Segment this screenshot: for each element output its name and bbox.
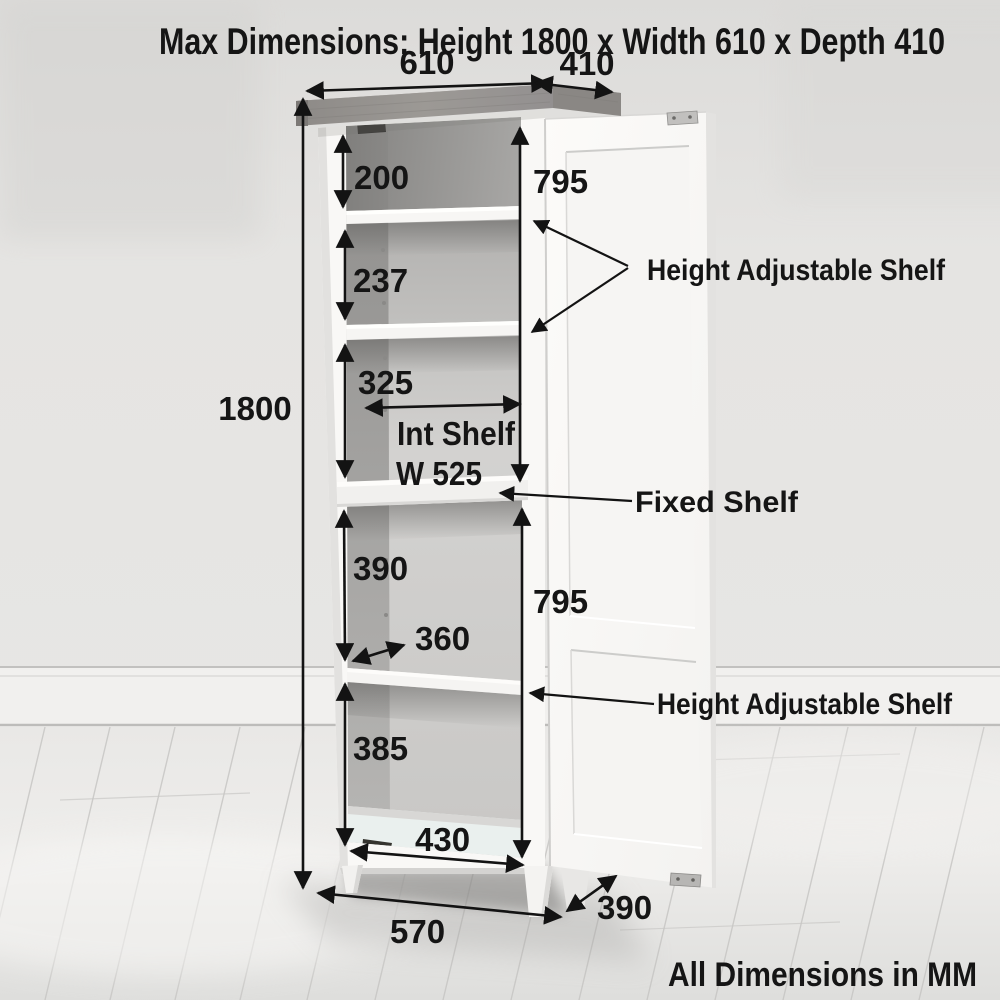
dim-label-lower-door: 795	[533, 583, 588, 620]
label-adjustable-shelf-top: Height Adjustable Shelf	[647, 254, 946, 287]
dim-line-top-width	[305, 74, 550, 100]
door-lower-panel	[570, 649, 703, 849]
dim-label-shelf-depth: 360	[415, 620, 470, 657]
label-adjustable-shelf-bottom: Height Adjustable Shelf	[657, 688, 953, 721]
dim-line-base-depth	[565, 874, 618, 913]
dim-line-compartment-4	[334, 509, 355, 662]
pointer-adjustable-shelf-2	[530, 267, 629, 333]
dim-label-compartment-3: 325	[358, 364, 413, 401]
wall-vignette-left	[0, 0, 260, 240]
dim-line-int-shelf-width	[364, 395, 522, 417]
dim-line-top-depth	[534, 75, 614, 100]
dimension-lines	[293, 74, 655, 925]
slab-under-shadow	[318, 110, 545, 137]
door-hinge-top	[666, 110, 699, 126]
bottom-rail-edge	[340, 868, 545, 874]
dim-label-top-depth: 410	[559, 45, 614, 82]
label-fixed-shelf: Fixed Shelf	[635, 486, 799, 519]
pointer-adjustable-shelf-1	[532, 220, 629, 267]
door-right-edge	[706, 112, 716, 888]
floor-highlight	[0, 835, 430, 975]
dim-label-int-shelf-1: Int Shelf	[397, 415, 516, 452]
door-upper-panel	[565, 145, 696, 629]
floor-highlight-2	[630, 735, 1000, 845]
wall-vignette-right	[780, 0, 1000, 200]
door-hinge-bottom	[669, 872, 702, 888]
dim-label-top-width: 610	[399, 44, 454, 81]
fixed-shelf	[337, 475, 528, 507]
dim-label-compartment-5: 385	[353, 730, 408, 767]
pointer-fixed-shelf	[498, 485, 633, 503]
dim-label-internal-width: 430	[415, 821, 470, 858]
interior-top-compartment	[346, 117, 521, 211]
footer-units-note: All Dimensions in MM	[668, 956, 977, 994]
dim-label-overall-height: 1800	[218, 390, 291, 427]
dim-label-int-shelf-2: W 525	[396, 455, 482, 492]
dim-label-compartment-2: 237	[353, 262, 408, 299]
dim-label-compartment-4: 390	[353, 550, 408, 587]
dim-line-internal-width	[349, 843, 525, 873]
dim-label-compartment-1: 200	[354, 159, 409, 196]
dim-label-base-width: 570	[390, 913, 445, 950]
annotations: Max Dimensions: Height 1800 x Width 610 …	[159, 21, 977, 994]
dim-label-base-depth: 390	[597, 889, 652, 926]
adjustable-shelves	[346, 206, 522, 695]
dim-line-base-width	[316, 885, 563, 925]
dim-label-upper-door: 795	[533, 163, 588, 200]
pointer-adjustable-shelf-3	[528, 686, 655, 706]
dim-line-shelf-depth	[351, 641, 406, 665]
diagram-title: Max Dimensions: Height 1800 x Width 610 …	[159, 21, 945, 62]
